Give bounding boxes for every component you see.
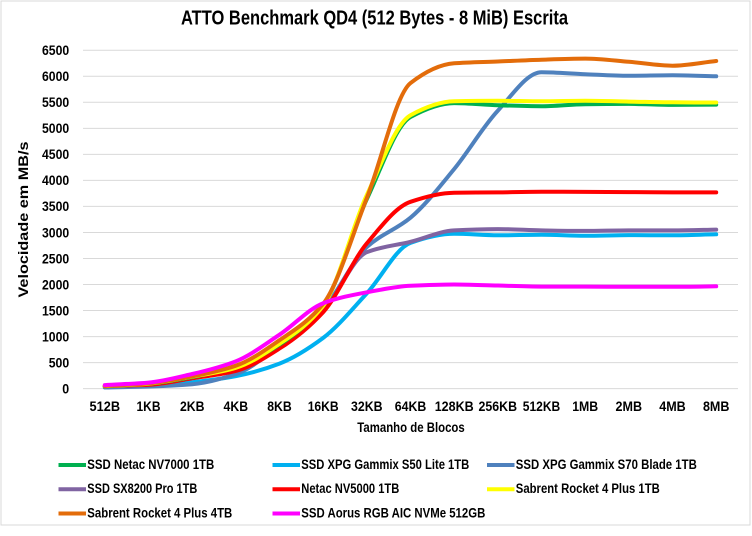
svg-text:64KB: 64KB: [395, 399, 427, 414]
svg-text:SSD Aorus RGB AIC NVMe 512GB: SSD Aorus RGB AIC NVMe 512GB: [301, 505, 485, 520]
svg-text:Tamanho de Blocos: Tamanho de Blocos: [357, 420, 465, 435]
svg-text:512B: 512B: [90, 399, 121, 414]
svg-text:4MB: 4MB: [659, 399, 686, 414]
svg-text:32KB: 32KB: [351, 399, 383, 414]
svg-text:SSD XPG Gammix S70 Blade 1TB: SSD XPG Gammix S70 Blade 1TB: [516, 457, 697, 472]
svg-text:3000: 3000: [42, 225, 69, 240]
svg-text:6000: 6000: [42, 69, 69, 84]
svg-text:1500: 1500: [42, 303, 69, 318]
svg-text:500: 500: [49, 355, 70, 370]
svg-text:8KB: 8KB: [267, 399, 292, 414]
svg-text:2MB: 2MB: [616, 399, 643, 414]
svg-text:ATTO Benchmark QD4 (512 Bytes: ATTO Benchmark QD4 (512 Bytes - 8 MiB) E…: [181, 8, 569, 30]
svg-text:SSD SX8200 Pro 1TB: SSD SX8200 Pro 1TB: [87, 481, 197, 496]
svg-text:4KB: 4KB: [224, 399, 249, 414]
svg-text:0: 0: [62, 381, 69, 396]
svg-text:2000: 2000: [42, 277, 69, 292]
svg-text:2KB: 2KB: [180, 399, 205, 414]
svg-text:128KB: 128KB: [435, 399, 474, 414]
svg-text:3500: 3500: [42, 199, 69, 214]
svg-text:Netac NV5000 1TB: Netac NV5000 1TB: [301, 481, 399, 496]
svg-text:1KB: 1KB: [137, 399, 161, 414]
svg-text:Sabrent Rocket 4 Plus 1TB: Sabrent Rocket 4 Plus 1TB: [516, 481, 660, 496]
svg-text:1MB: 1MB: [572, 399, 598, 414]
svg-text:5500: 5500: [42, 95, 69, 110]
svg-text:SSD XPG Gammix S50 Lite 1TB: SSD XPG Gammix S50 Lite 1TB: [301, 457, 469, 472]
svg-text:512KB: 512KB: [523, 399, 561, 414]
svg-text:256KB: 256KB: [479, 399, 518, 414]
svg-text:4000: 4000: [42, 173, 69, 188]
svg-text:2500: 2500: [42, 251, 69, 266]
svg-text:SSD Netac NV7000 1TB: SSD Netac NV7000 1TB: [87, 457, 214, 472]
svg-text:5000: 5000: [42, 121, 69, 136]
svg-text:8MB: 8MB: [703, 399, 730, 414]
svg-text:16KB: 16KB: [308, 399, 339, 414]
svg-text:Sabrent Rocket 4 Plus 4TB: Sabrent Rocket 4 Plus 4TB: [87, 505, 232, 520]
svg-text:1000: 1000: [42, 329, 69, 344]
svg-text:6500: 6500: [42, 43, 69, 58]
svg-text:Velocidade em MB/s: Velocidade em MB/s: [16, 142, 31, 298]
svg-text:4500: 4500: [42, 147, 69, 162]
